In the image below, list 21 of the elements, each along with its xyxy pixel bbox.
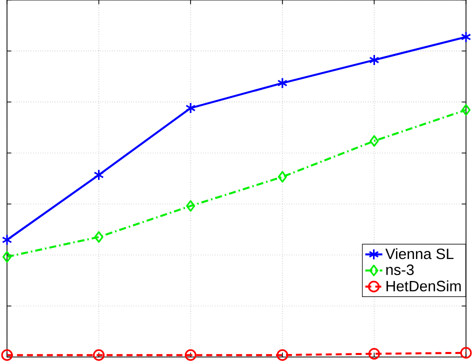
point (460, 347, 472, 359)
legend-label: HetDenSim (386, 280, 461, 292)
point (277, 77, 288, 89)
point (186, 200, 196, 212)
point (368, 348, 380, 360)
point (184, 349, 196, 361)
point (278, 171, 287, 183)
point (2, 234, 12, 246)
point (185, 102, 196, 114)
point (461, 104, 471, 116)
point (370, 135, 379, 147)
point (369, 54, 380, 66)
point (94, 231, 104, 243)
point (94, 169, 104, 181)
legend-label: Vienna SL (385, 248, 454, 260)
point (1, 349, 13, 361)
point (460, 31, 472, 43)
point (276, 349, 288, 361)
legend-label: ns-3 (386, 264, 414, 276)
point (93, 349, 105, 361)
point (2, 251, 12, 263)
